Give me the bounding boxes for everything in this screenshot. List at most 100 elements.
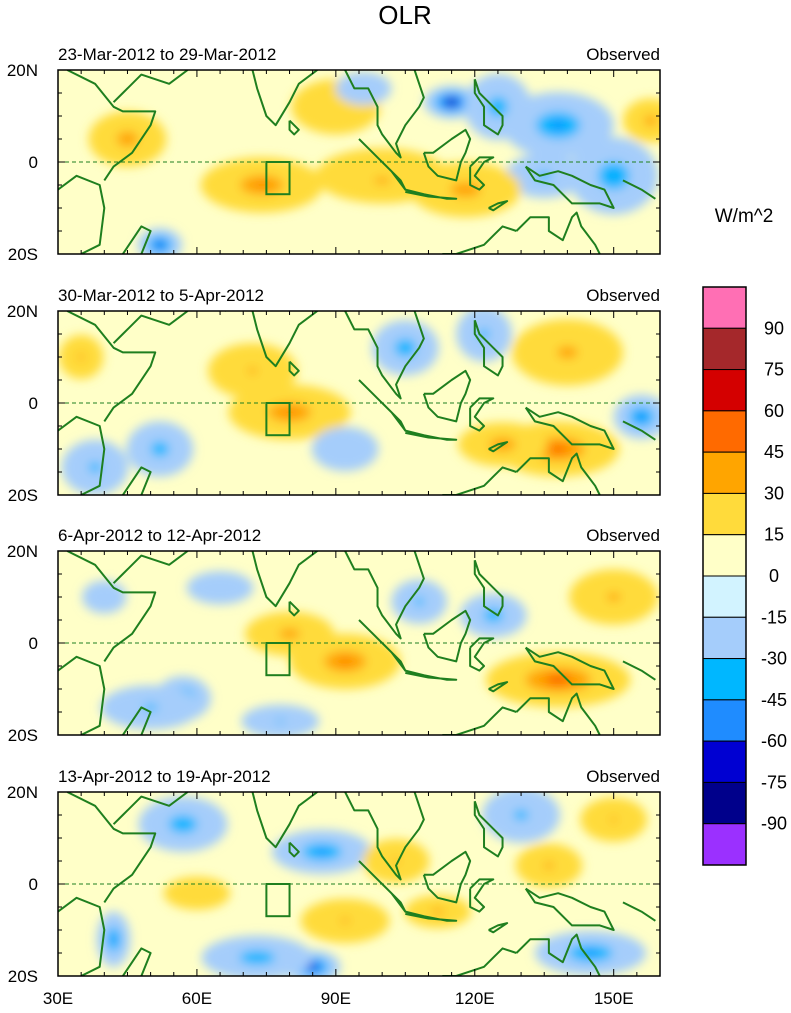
panel-observed-label: Observed <box>586 526 660 545</box>
olr-field <box>58 311 660 495</box>
colorbar-label: -75 <box>761 772 787 792</box>
colorbar-label: 15 <box>764 525 784 545</box>
anomaly-contour-6-75 <box>159 244 161 246</box>
colorbar-label: 30 <box>764 483 784 503</box>
coastlines <box>58 792 656 976</box>
panel-4: 20N 0 20S 13-Apr-2012 to 19-Apr-2012 Observe… <box>7 767 661 986</box>
coastline-6 <box>288 841 300 858</box>
colorbar-frame <box>702 286 747 866</box>
anomaly-contour-7-30 <box>275 719 285 724</box>
x-tick-label: 120E <box>455 989 495 1008</box>
coastline-1 <box>58 174 106 254</box>
coastline-17 <box>442 706 517 735</box>
anomaly-contour-11-15 <box>82 580 127 614</box>
coastline-8 <box>358 138 407 191</box>
coastline-12 <box>473 800 504 858</box>
coastline-11 <box>469 397 495 432</box>
colorbar-label: -90 <box>761 814 787 834</box>
colorbar-segment <box>702 410 747 453</box>
anomaly-contour-6-45 <box>180 822 186 826</box>
coastline-17 <box>442 947 517 976</box>
y-tick-label: 0 <box>29 634 38 653</box>
anomaly-contour-1-90 <box>449 101 454 104</box>
coastline-10 <box>422 369 472 423</box>
anomaly-contour-11-30 <box>116 131 139 147</box>
colorbar-segment <box>702 575 747 618</box>
coastline-17 <box>442 466 517 495</box>
coastline-9 <box>405 910 458 922</box>
x-tick-label: 150E <box>594 989 634 1008</box>
anomaly-contour-1-75 <box>310 965 315 969</box>
anomaly-contour-12-30 <box>644 115 658 126</box>
colorbar-label: -30 <box>761 649 787 669</box>
coastline-7 <box>344 70 425 159</box>
coastline-13 <box>524 646 615 690</box>
anomaly-contour-9-45 <box>257 182 267 188</box>
colorbar-label: -60 <box>761 731 787 751</box>
anomaly-contour-5-45 <box>315 849 328 855</box>
coastline-9 <box>405 188 458 200</box>
anomaly-contour-12-15 <box>311 426 379 472</box>
coastlines <box>58 311 656 495</box>
coastline-15 <box>488 681 509 693</box>
coastline-4 <box>112 551 189 584</box>
coastline-5 <box>224 70 318 127</box>
anomaly-contour-11-30 <box>88 462 102 473</box>
coastline-12 <box>473 559 504 617</box>
anomaly-contour-8-30 <box>483 608 504 623</box>
x-tick-label: 60E <box>182 989 212 1008</box>
colorbar-label: 60 <box>764 401 784 421</box>
colorbar-segment <box>702 781 747 825</box>
coastline-9 <box>405 669 458 681</box>
panel-observed-label: Observed <box>586 286 660 305</box>
olr-field <box>58 792 660 976</box>
panel-period-label: 13-Apr-2012 to 19-Apr-2012 <box>58 767 271 786</box>
coastline-11 <box>469 637 495 672</box>
anomaly-contour-6-30 <box>77 353 85 361</box>
anomaly-contour-2-60 <box>555 678 561 681</box>
anomaly-contour-3-30 <box>487 96 508 117</box>
coastline-14 <box>622 179 656 200</box>
target-box <box>265 161 291 196</box>
coastline-1 <box>58 896 106 976</box>
anomaly-contour-11-30 <box>609 817 618 823</box>
panel-period-label: 23-Mar-2012 to 29-Mar-2012 <box>58 45 276 64</box>
colorbar: 90 75 60 45 30 15 0 -15 -30 -45 -60 -75 -90 <box>702 286 787 866</box>
olr-field <box>58 70 660 254</box>
anomaly-contour-10-30 <box>450 182 481 198</box>
coastline-3 <box>122 947 152 976</box>
coastline-6 <box>288 360 300 377</box>
anomaly-contour-4-45 <box>610 172 618 179</box>
anomaly-contour-10-30 <box>543 862 554 869</box>
anomaly-contour-9-30 <box>431 908 444 915</box>
colorbar-segment <box>702 658 747 701</box>
coastline-15 <box>488 441 509 453</box>
target-box <box>265 402 291 437</box>
coastline-4 <box>112 311 189 344</box>
colorbar-segment <box>702 616 747 660</box>
anomaly-contour-4-45 <box>110 934 117 944</box>
units-label: W/m^2 <box>715 206 774 227</box>
y-tick-label: 20S <box>8 967 38 986</box>
y-tick-label: 20N <box>7 783 38 802</box>
anomaly-contour-7-30 <box>513 809 529 821</box>
anomaly-contour-2-45 <box>254 956 260 959</box>
anomaly-contour-4-30 <box>606 592 621 602</box>
coastline-6 <box>288 119 300 136</box>
coastline-10 <box>422 609 472 663</box>
coastline-12 <box>473 319 504 377</box>
colorbar-segment <box>702 534 747 577</box>
coastline-7 <box>344 551 425 640</box>
anomaly-contour-9-30 <box>414 597 425 606</box>
panel-2: 20N 0 20S 30-Mar-2012 to 5-Apr-2012 Observed <box>7 286 661 505</box>
coastline-2 <box>66 551 157 662</box>
coastlines <box>58 551 656 735</box>
coastline-16 <box>515 692 601 735</box>
y-tick-label: 0 <box>29 153 38 172</box>
coastline-14 <box>622 901 656 922</box>
colorbar-label: 45 <box>764 442 784 462</box>
tick-marks <box>57 791 661 977</box>
coastline-6 <box>288 600 300 617</box>
anomaly-contour-5-30 <box>557 346 578 359</box>
